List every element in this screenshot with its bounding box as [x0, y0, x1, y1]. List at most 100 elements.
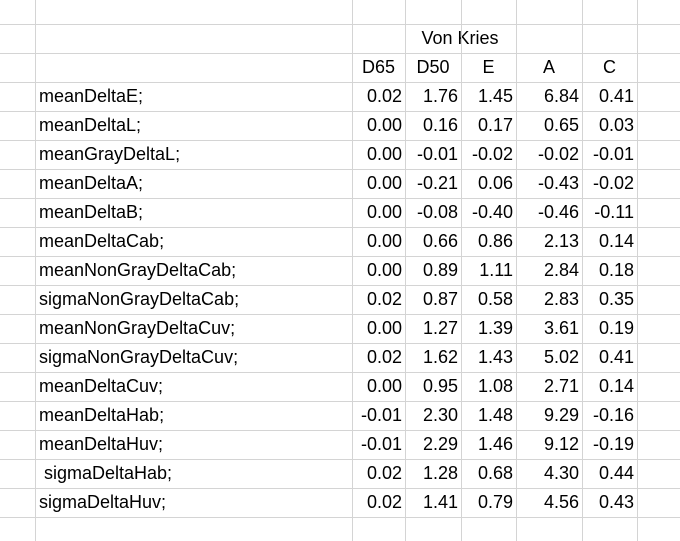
value-cell-a[interactable]: -0.46: [537, 202, 579, 222]
value-cell-d50[interactable]: 2.29: [422, 434, 458, 454]
value-cell-e[interactable]: 0.79: [477, 492, 513, 512]
value-cell-e[interactable]: 1.11: [479, 260, 513, 280]
row-label-cell[interactable]: meanNonGrayDeltaCab;: [39, 260, 237, 280]
column-header-a[interactable]: A: [542, 57, 555, 77]
value-cell-d65[interactable]: 0.00: [366, 260, 402, 280]
value-cell-c[interactable]: -0.01: [592, 144, 634, 164]
value-cell-a[interactable]: 4.56: [543, 492, 579, 512]
value-cell-e[interactable]: 1.08: [477, 376, 513, 396]
value-cell-d65[interactable]: 0.00: [366, 231, 402, 251]
row-label-cell[interactable]: meanNonGrayDeltaCuv;: [39, 318, 236, 338]
value-cell-a[interactable]: 2.13: [543, 231, 579, 251]
value-cell-d65[interactable]: 0.02: [366, 463, 402, 483]
value-cell-d50[interactable]: 0.89: [422, 260, 458, 280]
value-cell-a[interactable]: -0.43: [537, 173, 579, 193]
value-cell-c[interactable]: 0.14: [598, 376, 634, 396]
value-cell-d65[interactable]: 0.00: [366, 318, 402, 338]
value-cell-d50[interactable]: 2.30: [422, 405, 458, 425]
value-cell-d50[interactable]: -0.21: [416, 173, 458, 193]
value-cell-c[interactable]: 0.41: [598, 347, 634, 367]
value-cell-d65[interactable]: 0.02: [366, 86, 402, 106]
value-cell-d50[interactable]: 0.16: [422, 115, 458, 135]
grid-row-line: [0, 256, 680, 257]
row-label-cell[interactable]: sigmaNonGrayDeltaCab;: [39, 289, 240, 309]
value-cell-d65[interactable]: 0.00: [366, 144, 402, 164]
row-label-cell[interactable]: meanDeltaL;: [39, 115, 142, 135]
value-cell-a[interactable]: -0.02: [537, 144, 579, 164]
value-cell-c[interactable]: -0.19: [592, 434, 634, 454]
value-cell-a[interactable]: 0.65: [543, 115, 579, 135]
column-header-e[interactable]: E: [482, 57, 495, 77]
value-cell-d50[interactable]: -0.08: [416, 202, 458, 222]
row-label-cell[interactable]: sigmaNonGrayDeltaCuv;: [39, 347, 239, 367]
value-cell-d65[interactable]: 0.00: [366, 202, 402, 222]
value-cell-d50[interactable]: 1.41: [422, 492, 458, 512]
value-cell-d50[interactable]: 0.95: [422, 376, 458, 396]
value-cell-d50[interactable]: 0.66: [422, 231, 458, 251]
row-label-cell[interactable]: meanGrayDeltaL;: [39, 144, 181, 164]
value-cell-e[interactable]: -0.02: [471, 144, 513, 164]
column-header-d50[interactable]: D50: [416, 57, 450, 77]
row-label-cell[interactable]: meanDeltaCab;: [39, 231, 165, 251]
value-cell-e[interactable]: 1.45: [477, 86, 513, 106]
value-cell-c[interactable]: 0.14: [598, 231, 634, 251]
value-cell-d65[interactable]: -0.01: [360, 405, 402, 425]
grid-row-line: [0, 314, 680, 315]
value-cell-c[interactable]: 0.43: [598, 492, 634, 512]
value-cell-d50[interactable]: 1.76: [422, 86, 458, 106]
von-kries-header[interactable]: Von Kries: [421, 28, 499, 48]
row-label-cell[interactable]: meanDeltaCuv;: [39, 376, 164, 396]
row-label-cell[interactable]: meanDeltaB;: [39, 202, 144, 222]
row-label-cell[interactable]: meanDeltaE;: [39, 86, 144, 106]
value-cell-c[interactable]: -0.16: [592, 405, 634, 425]
value-cell-d65[interactable]: 0.02: [366, 347, 402, 367]
value-cell-a[interactable]: 9.12: [543, 434, 579, 454]
value-cell-e[interactable]: 1.48: [477, 405, 513, 425]
value-cell-e[interactable]: 0.58: [477, 289, 513, 309]
value-cell-a[interactable]: 2.84: [543, 260, 579, 280]
value-cell-a[interactable]: 6.84: [543, 86, 579, 106]
value-cell-c[interactable]: 0.44: [598, 463, 634, 483]
value-cell-e[interactable]: -0.40: [471, 202, 513, 222]
value-cell-e[interactable]: 1.39: [477, 318, 513, 338]
row-label-cell[interactable]: meanDeltaA;: [39, 173, 144, 193]
value-cell-c[interactable]: 0.35: [598, 289, 634, 309]
value-cell-d50[interactable]: -0.01: [416, 144, 458, 164]
value-cell-e[interactable]: 0.17: [477, 115, 513, 135]
value-cell-a[interactable]: 2.83: [543, 289, 579, 309]
value-cell-c[interactable]: 0.19: [598, 318, 634, 338]
value-cell-c[interactable]: -0.02: [592, 173, 634, 193]
value-cell-c[interactable]: 0.03: [598, 115, 634, 135]
value-cell-d50[interactable]: 0.87: [422, 289, 458, 309]
row-label-cell[interactable]: meanDeltaHuv;: [39, 434, 164, 454]
grid-row-line: [0, 198, 680, 199]
value-cell-a[interactable]: 2.71: [543, 376, 579, 396]
column-header-d65[interactable]: D65: [361, 57, 396, 77]
value-cell-e[interactable]: 0.68: [477, 463, 513, 483]
value-cell-c[interactable]: 0.41: [598, 86, 634, 106]
value-cell-d65[interactable]: 0.02: [366, 289, 402, 309]
value-cell-d65[interactable]: 0.02: [366, 492, 402, 512]
value-cell-e[interactable]: 0.86: [477, 231, 513, 251]
row-label-cell[interactable]: sigmaDeltaHuv;: [39, 492, 167, 512]
column-header-c[interactable]: C: [603, 57, 616, 77]
value-cell-c[interactable]: -0.11: [594, 202, 634, 222]
value-cell-e[interactable]: 0.06: [477, 173, 513, 193]
value-cell-a[interactable]: 5.02: [543, 347, 579, 367]
row-label-cell[interactable]: sigmaDeltaHab;: [39, 463, 173, 483]
value-cell-d65[interactable]: 0.00: [366, 376, 402, 396]
value-cell-d65[interactable]: 0.00: [366, 115, 402, 135]
value-cell-d50[interactable]: 1.62: [422, 347, 458, 367]
value-cell-d65[interactable]: 0.00: [366, 173, 402, 193]
value-cell-c[interactable]: 0.18: [598, 260, 634, 280]
value-cell-d50[interactable]: 1.28: [422, 463, 458, 483]
value-cell-d50[interactable]: 1.27: [422, 318, 458, 338]
value-cell-e[interactable]: 1.46: [477, 434, 513, 454]
value-cell-e[interactable]: 1.43: [477, 347, 513, 367]
value-cell-a[interactable]: 4.30: [543, 463, 579, 483]
value-cell-d65[interactable]: -0.01: [360, 434, 402, 454]
value-cell-a[interactable]: 3.61: [543, 318, 579, 338]
value-cell-a[interactable]: 9.29: [543, 405, 579, 425]
row-label-cell[interactable]: meanDeltaHab;: [39, 405, 165, 425]
